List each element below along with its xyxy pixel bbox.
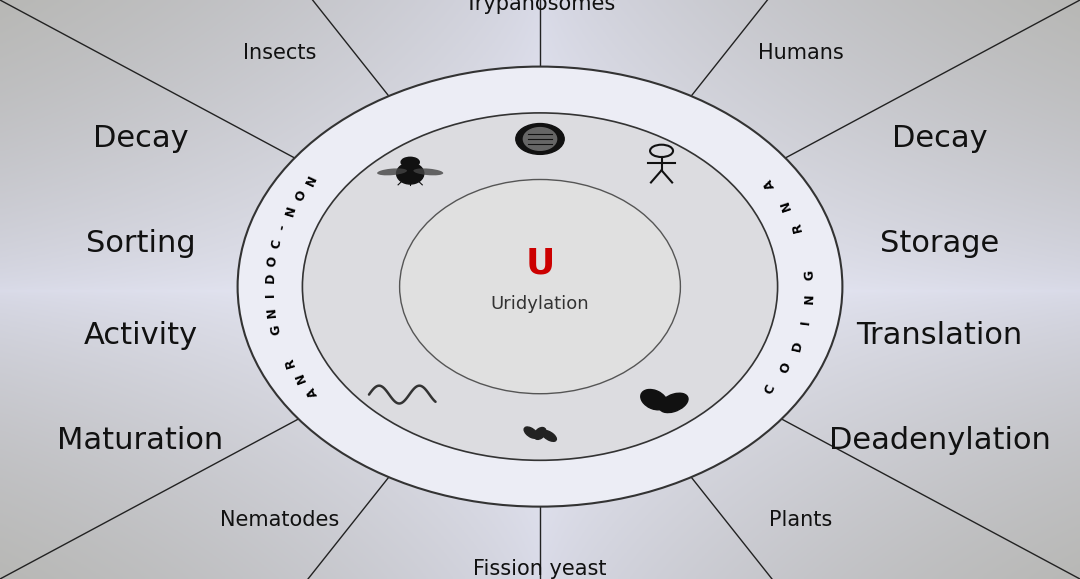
Ellipse shape [490, 249, 590, 324]
Ellipse shape [414, 190, 666, 383]
Ellipse shape [524, 427, 538, 438]
Circle shape [401, 157, 419, 167]
Text: D: D [264, 273, 276, 283]
Text: C: C [762, 383, 778, 396]
Text: I: I [264, 293, 276, 298]
Ellipse shape [519, 270, 562, 303]
Text: Uridylation: Uridylation [490, 295, 590, 313]
Ellipse shape [428, 201, 652, 372]
Ellipse shape [477, 239, 604, 335]
Text: Storage: Storage [880, 229, 999, 258]
Text: A: A [762, 177, 778, 191]
Text: G: G [269, 323, 284, 335]
Ellipse shape [504, 260, 576, 313]
Ellipse shape [535, 427, 545, 439]
Text: Decay: Decay [892, 124, 987, 153]
Ellipse shape [456, 222, 624, 351]
Ellipse shape [414, 168, 443, 175]
Ellipse shape [442, 212, 638, 361]
Text: R: R [791, 221, 805, 233]
Ellipse shape [512, 265, 568, 308]
Text: C: C [269, 239, 284, 250]
Ellipse shape [640, 390, 667, 410]
Ellipse shape [396, 163, 423, 184]
Ellipse shape [659, 393, 688, 413]
Ellipse shape [434, 206, 646, 367]
Ellipse shape [524, 127, 556, 151]
Ellipse shape [449, 217, 631, 356]
Ellipse shape [498, 255, 582, 318]
Text: Plants: Plants [769, 510, 832, 530]
Text: U: U [525, 247, 555, 280]
Text: Trypanosomes: Trypanosomes [464, 0, 616, 14]
Text: N: N [293, 371, 309, 384]
Text: R: R [283, 356, 298, 368]
Text: Translation: Translation [856, 321, 1023, 350]
Text: Activity: Activity [83, 321, 198, 350]
Ellipse shape [526, 276, 554, 298]
Ellipse shape [516, 123, 564, 155]
Text: N: N [305, 173, 321, 188]
Text: O: O [266, 255, 280, 267]
Text: G: G [802, 269, 816, 280]
Ellipse shape [534, 281, 546, 292]
Text: A: A [305, 385, 320, 400]
Text: -: - [275, 223, 289, 232]
Text: O: O [293, 188, 309, 203]
Text: Nematodes: Nematodes [220, 510, 339, 530]
Text: N: N [283, 204, 298, 218]
Text: Deadenylation: Deadenylation [828, 426, 1051, 455]
Text: Insects: Insects [243, 43, 316, 63]
Text: Fission yeast: Fission yeast [473, 559, 607, 579]
Text: D: D [789, 339, 805, 352]
Text: Sorting: Sorting [85, 229, 195, 258]
Text: N: N [266, 306, 280, 318]
Ellipse shape [238, 67, 842, 507]
Ellipse shape [484, 244, 596, 329]
Text: Humans: Humans [757, 43, 843, 63]
Ellipse shape [420, 196, 659, 378]
Text: Decay: Decay [93, 124, 188, 153]
Ellipse shape [470, 233, 610, 340]
Text: I: I [799, 320, 812, 325]
Text: N: N [802, 293, 816, 304]
Ellipse shape [542, 430, 556, 441]
Ellipse shape [400, 179, 680, 394]
Ellipse shape [302, 113, 778, 460]
Text: N: N [778, 198, 794, 212]
Ellipse shape [377, 168, 407, 175]
Text: O: O [778, 361, 794, 375]
Text: Maturation: Maturation [57, 426, 224, 455]
Ellipse shape [462, 228, 618, 346]
Ellipse shape [406, 185, 674, 389]
